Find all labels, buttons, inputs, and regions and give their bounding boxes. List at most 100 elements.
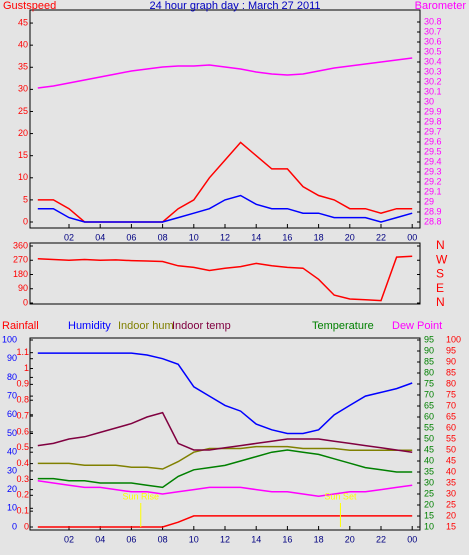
y-tick-label: 30 <box>446 488 456 498</box>
series-line <box>37 255 413 302</box>
series-line <box>37 480 413 497</box>
y-tick-label: 95 <box>446 345 456 355</box>
y-tick-label: 0 <box>12 521 17 531</box>
y-tick-label: 270 <box>13 255 28 265</box>
y-tick-label: 50 <box>424 433 434 443</box>
legend-label: Indoor temp <box>172 320 231 332</box>
annotation-label: Sun Rise <box>122 491 159 501</box>
y-tick-label: 30.3 <box>424 66 442 76</box>
y-tick-label: 30.8 <box>424 16 442 26</box>
y-tick-label: 50 <box>446 444 456 454</box>
y-axis-label: Gustspeed <box>3 0 56 12</box>
y-tick-label: 0.6 <box>16 426 29 436</box>
chart-title: 24 hour graph day : March 27 2011 <box>149 0 320 12</box>
y-tick-label: 20 <box>7 484 17 494</box>
x-tick-label: 18 <box>314 232 324 242</box>
series-line <box>37 352 413 435</box>
y-tick-label: 45 <box>446 455 456 465</box>
y-tick-label: 75 <box>446 389 456 399</box>
y-tick-label: 35 <box>446 477 456 487</box>
y-tick-label: 20 <box>446 510 456 520</box>
y-tick-label: 1 <box>24 363 29 373</box>
series-line <box>37 411 413 453</box>
y-tick-label: 40 <box>424 455 434 465</box>
x-tick-label: 02 <box>64 534 74 544</box>
y-tick-label: 29.8 <box>424 116 442 126</box>
y-tick-label: 10 <box>424 521 434 531</box>
y-tick-label: 100 <box>446 334 461 344</box>
legend-label: Indoor hum <box>118 320 174 332</box>
y-tick-label: N <box>436 295 445 309</box>
y-tick-label: 40 <box>446 466 456 476</box>
y-tick-label: 0.2 <box>16 490 29 500</box>
x-tick-label: 12 <box>220 232 230 242</box>
y-tick-label: 90 <box>7 353 17 363</box>
y-tick-label: 0 <box>23 216 28 226</box>
x-tick-label: 22 <box>376 232 386 242</box>
y-tick-label: 10 <box>18 172 28 182</box>
y-tick-label: 85 <box>424 356 434 366</box>
y-tick-label: 360 <box>13 240 28 250</box>
y-tick-label: 0.7 <box>16 410 29 420</box>
y-tick-label: 0 <box>23 297 28 307</box>
x-tick-label: 18 <box>314 534 324 544</box>
y-tick-label: 30.5 <box>424 46 442 56</box>
plot-frame <box>29 9 421 229</box>
y-tick-label: 30.6 <box>424 36 442 46</box>
y-tick-label: 60 <box>7 409 17 419</box>
y-tick-label: S <box>436 267 444 281</box>
y-tick-label: 0 <box>24 521 29 531</box>
y-tick-label: 55 <box>424 422 434 432</box>
y-tick-label: 90 <box>446 356 456 366</box>
y-tick-label: 45 <box>424 444 434 454</box>
annotation-label: Sun Set <box>324 491 357 501</box>
y-tick-label: 29.4 <box>424 156 442 166</box>
y-tick-label: 70 <box>424 389 434 399</box>
x-tick-label: 10 <box>189 534 199 544</box>
y-tick-label: 85 <box>446 367 456 377</box>
y-tick-label: 90 <box>424 345 434 355</box>
y-tick-label: 0.1 <box>16 506 29 516</box>
y-tick-label: 28.8 <box>424 216 442 226</box>
y-tick-label: 29 <box>424 196 434 206</box>
y-tick-label: 80 <box>7 372 17 382</box>
y-tick-label: 100 <box>2 334 17 344</box>
x-tick-label: 06 <box>126 232 136 242</box>
y-tick-label: 180 <box>13 269 28 279</box>
y-tick-label: 29.2 <box>424 176 442 186</box>
y-tick-label: 20 <box>424 499 434 509</box>
x-tick-label: 22 <box>376 534 386 544</box>
series-line <box>37 515 413 528</box>
y-tick-label: 30.2 <box>424 76 442 86</box>
series-line <box>37 57 413 89</box>
x-tick-label: 10 <box>189 232 199 242</box>
x-tick-label: 04 <box>95 534 105 544</box>
y-tick-label: 29.7 <box>424 126 442 136</box>
y-tick-label: W <box>436 252 448 266</box>
y-tick-label: 29.6 <box>424 136 442 146</box>
y-tick-label: 30.4 <box>424 56 442 66</box>
y-tick-label: 25 <box>424 488 434 498</box>
x-tick-label: 20 <box>345 534 355 544</box>
y-tick-label: 75 <box>424 378 434 388</box>
y-tick-label: 20 <box>18 128 28 138</box>
y-tick-label: 90 <box>18 283 28 293</box>
series-line <box>37 141 413 223</box>
legend-label: Humidity <box>68 320 111 332</box>
y-tick-label: 45 <box>18 17 28 27</box>
plot-frame <box>29 242 421 305</box>
y-tick-label: 30 <box>7 465 17 475</box>
y-tick-label: 30 <box>424 96 434 106</box>
x-tick-label: 16 <box>282 232 292 242</box>
y-tick-label: 55 <box>446 433 456 443</box>
y-tick-label: 35 <box>424 466 434 476</box>
y-tick-label: 80 <box>424 367 434 377</box>
y-tick-label: 40 <box>18 40 28 50</box>
y-tick-label: 30 <box>424 477 434 487</box>
x-tick-label: 16 <box>282 534 292 544</box>
y-tick-label: 15 <box>446 521 456 531</box>
y-tick-label: 15 <box>424 510 434 520</box>
y-tick-label: 0.4 <box>16 458 29 468</box>
y-tick-label: 29.1 <box>424 186 442 196</box>
x-tick-label: 00 <box>407 232 417 242</box>
